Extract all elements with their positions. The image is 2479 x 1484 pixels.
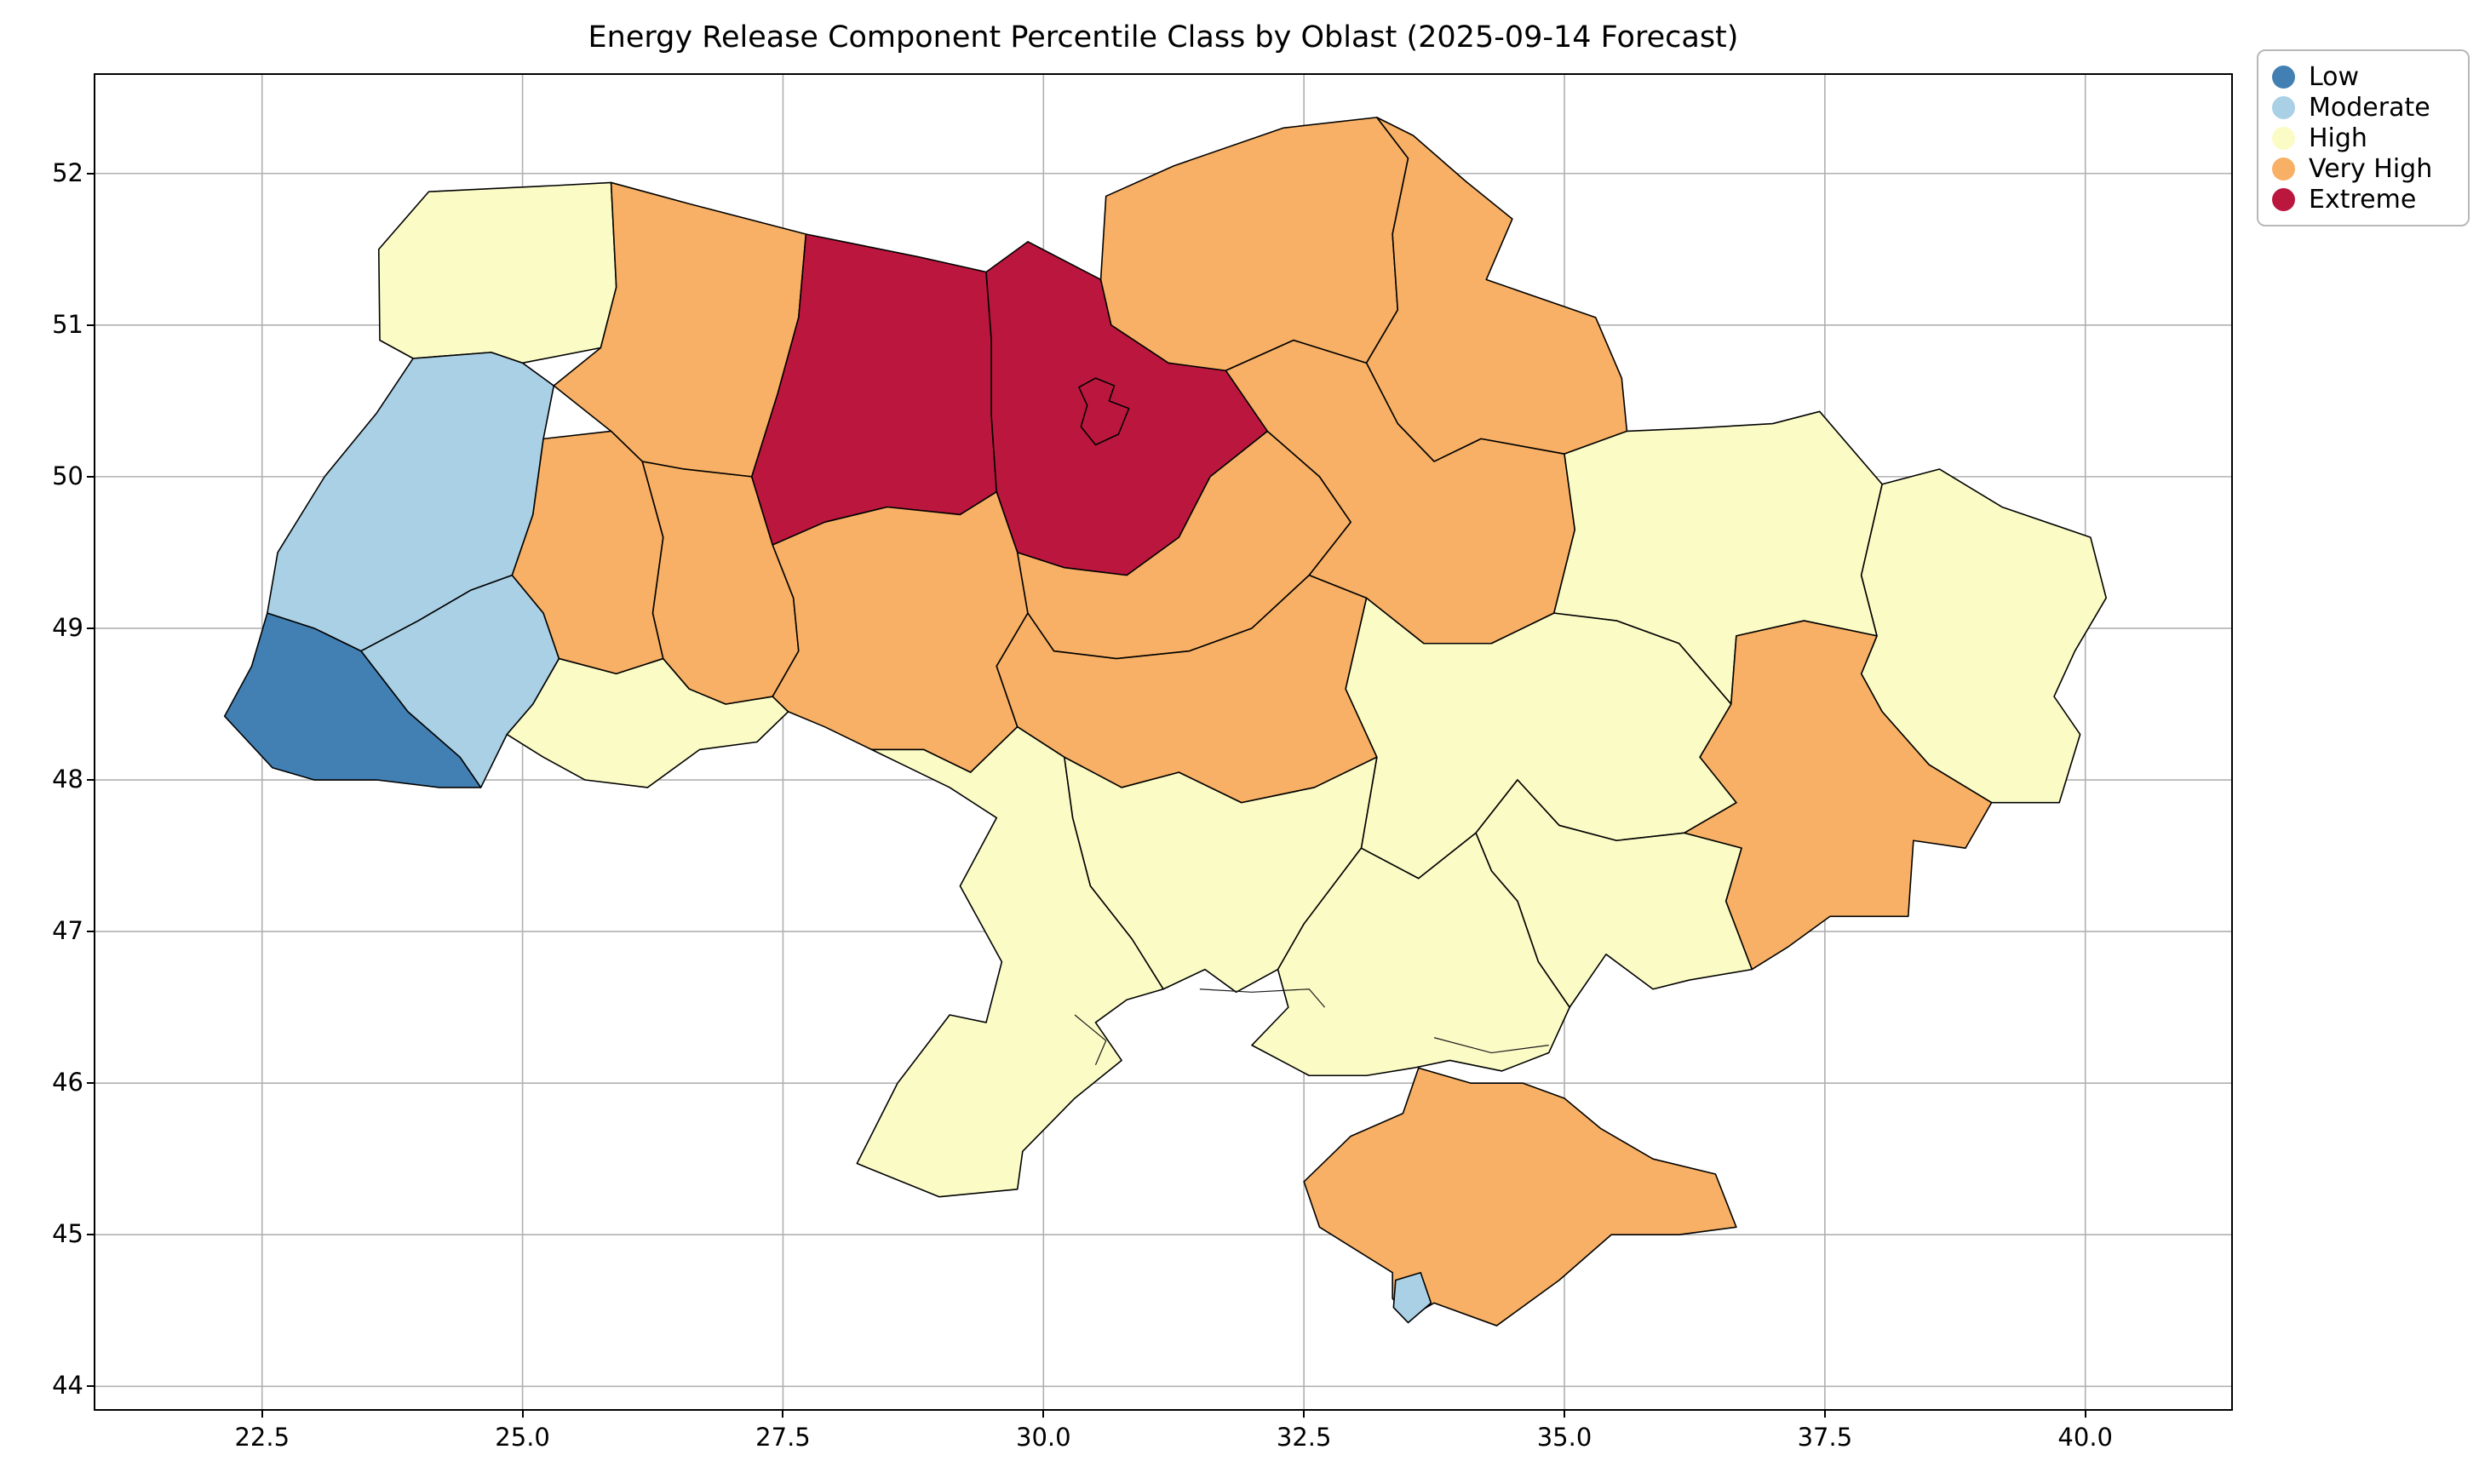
x-tick-label: 30.0 bbox=[1016, 1423, 1071, 1452]
y-tick-label: 49 bbox=[52, 612, 83, 642]
x-tick-mark bbox=[2084, 1409, 2086, 1418]
y-tick-mark bbox=[87, 931, 95, 933]
region-odesa bbox=[857, 727, 1163, 1197]
region-vinnytsia bbox=[772, 492, 1028, 772]
legend-item-extreme: Extreme bbox=[2272, 184, 2459, 215]
legend-marker-moderate bbox=[2272, 95, 2295, 119]
y-tick-mark bbox=[87, 172, 95, 175]
water-line-2 bbox=[1434, 1038, 1549, 1053]
legend-marker-extreme bbox=[2272, 187, 2295, 211]
region-chernihiv bbox=[1101, 117, 1409, 370]
legend-label: Extreme bbox=[2309, 184, 2417, 215]
y-tick-mark bbox=[87, 1082, 95, 1085]
region-crimea bbox=[1304, 1068, 1736, 1326]
x-tick-label: 37.5 bbox=[1797, 1423, 1853, 1452]
y-tick-label: 47 bbox=[52, 916, 83, 946]
y-tick-mark bbox=[87, 475, 95, 478]
water-line-1 bbox=[1200, 989, 1325, 1007]
x-tick-label: 40.0 bbox=[2057, 1423, 2114, 1452]
region-sumy bbox=[1367, 117, 1627, 461]
legend-marker-very-high bbox=[2272, 157, 2295, 180]
x-tick-label: 35.0 bbox=[1536, 1423, 1592, 1452]
legend-item-low: Low bbox=[2272, 61, 2459, 92]
x-tick-label: 22.5 bbox=[234, 1423, 290, 1452]
y-tick-mark bbox=[87, 1234, 95, 1236]
y-tick-mark bbox=[87, 1385, 95, 1388]
y-tick-label: 51 bbox=[52, 309, 83, 339]
x-tick-mark bbox=[521, 1409, 524, 1418]
y-tick-label: 46 bbox=[52, 1068, 83, 1097]
legend-label: Very High bbox=[2309, 153, 2433, 184]
legend-label: High bbox=[2309, 123, 2367, 153]
region-kyiv-city bbox=[1079, 378, 1129, 444]
region-sevastopol bbox=[1393, 1273, 1431, 1323]
x-tick-label: 32.5 bbox=[1276, 1423, 1332, 1452]
legend-item-moderate: Moderate bbox=[2272, 92, 2459, 123]
x-tick-label: 25.0 bbox=[495, 1423, 550, 1452]
legend-marker-low bbox=[2272, 65, 2295, 89]
region-volyn bbox=[379, 182, 617, 363]
x-tick-mark bbox=[1564, 1409, 1565, 1418]
chart-title: Energy Release Component Percentile Clas… bbox=[588, 20, 1739, 54]
legend-marker-high bbox=[2272, 126, 2295, 150]
y-tick-label: 50 bbox=[52, 461, 83, 490]
y-tick-label: 48 bbox=[52, 765, 83, 794]
y-tick-label: 52 bbox=[52, 158, 83, 187]
choropleth-map bbox=[95, 75, 2231, 1409]
x-tick-mark bbox=[261, 1409, 263, 1418]
x-tick-mark bbox=[782, 1409, 784, 1418]
legend-item-high: High bbox=[2272, 123, 2459, 153]
y-tick-mark bbox=[87, 627, 95, 629]
legend-label: Moderate bbox=[2309, 92, 2430, 123]
x-tick-mark bbox=[1303, 1409, 1305, 1418]
x-tick-mark bbox=[1823, 1409, 1826, 1418]
y-tick-label: 44 bbox=[52, 1371, 83, 1401]
x-tick-mark bbox=[1042, 1409, 1045, 1418]
water-line-0 bbox=[1075, 1015, 1106, 1065]
x-tick-label: 27.5 bbox=[755, 1423, 811, 1452]
y-tick-mark bbox=[87, 324, 95, 326]
y-tick-label: 45 bbox=[52, 1219, 83, 1249]
legend: Low Moderate High Very High Extreme bbox=[2257, 49, 2470, 226]
y-tick-mark bbox=[87, 779, 95, 782]
legend-item-very-high: Very High bbox=[2272, 153, 2459, 184]
region-kherson bbox=[1252, 833, 1569, 1075]
legend-label: Low bbox=[2309, 61, 2360, 92]
